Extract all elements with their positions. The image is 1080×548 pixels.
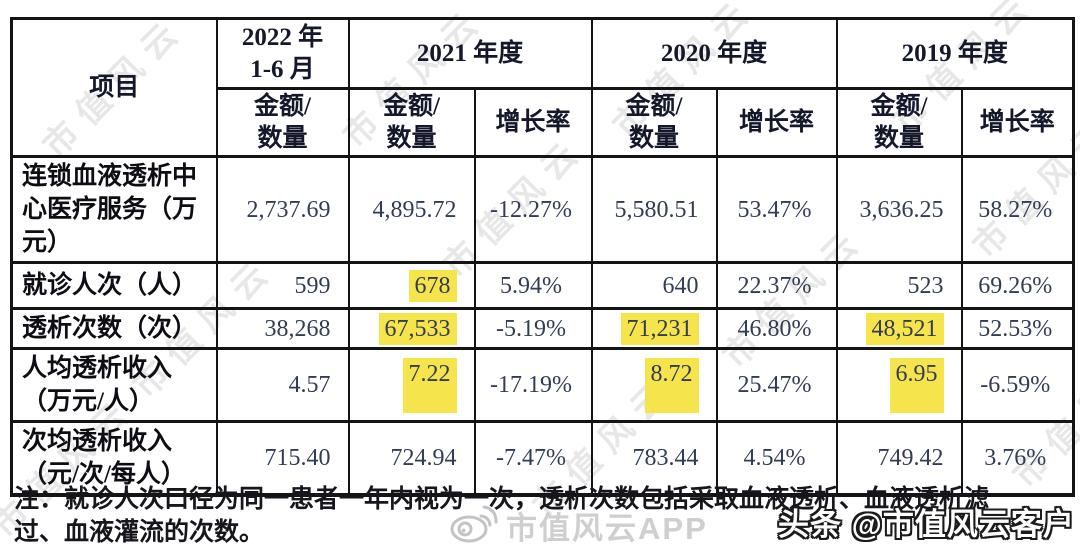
growth-cell: 3.76% xyxy=(960,420,1075,497)
highlighted-value: 71,231 xyxy=(620,312,699,345)
amount-cell: 749.42 xyxy=(835,420,963,497)
growth-cell: -5.19% xyxy=(473,307,593,350)
row-label: 透析次数（次） xyxy=(10,307,218,350)
growth-cell: 69.26% xyxy=(960,261,1075,310)
highlighted-value: 8.72 xyxy=(644,357,699,413)
growth-cell: 25.47% xyxy=(715,347,838,423)
period-line: 1-6 月 xyxy=(250,55,315,83)
growth-rate-header: 增长率 xyxy=(960,87,1075,158)
highlighted-value: 678 xyxy=(408,269,457,302)
amount-cell: 4,895.72 xyxy=(347,155,476,264)
row-label-line: 连锁血液透析中 xyxy=(22,163,198,190)
amount-cell: 8.72 xyxy=(590,347,718,423)
period-line: 2022 年 xyxy=(241,23,324,51)
amount-cell: 48,521 xyxy=(835,307,963,350)
amount-qty-header: 金额/ 数量 xyxy=(590,87,718,158)
weibo-eye-icon xyxy=(448,501,500,548)
amount-cell: 599 xyxy=(215,261,350,310)
table-row: 人均透析收入 （万元/人） 4.57 7.22 -17.19% 8.72 25.… xyxy=(10,347,1075,423)
amount-cell: 523 xyxy=(835,261,963,310)
growth-cell: 5.94% xyxy=(473,261,593,310)
footnote-line: 过、血液灌流的次数。 xyxy=(14,519,265,546)
growth-rate-header: 增长率 xyxy=(473,87,593,158)
row-label: 就诊人次（人） xyxy=(10,261,218,310)
period-header-2022: 2022 年 1-6 月 xyxy=(215,17,350,90)
item-column-header: 项目 xyxy=(10,17,218,158)
app-logo-text: 市值风云APP xyxy=(506,511,708,546)
footnote: 注：就诊人次口径为同一患者一年内视为一次，透析次数包括采取血液透析、血液透析滤 … xyxy=(14,483,1072,548)
footnote-line: 注：就诊人次口径为同一患者一年内视为一次，透析次数包括采取血液透析、血液透析滤 xyxy=(14,486,990,513)
growth-cell: 46.80% xyxy=(715,307,838,350)
amount-qty-line: 金额/ xyxy=(870,92,928,120)
row-label-line: 心医疗服务（万 xyxy=(22,196,198,223)
row-label-line: 元） xyxy=(22,229,73,256)
row-label-line: 透析次数（次） xyxy=(22,315,198,342)
growth-cell: 4.54% xyxy=(715,420,838,497)
amount-qty-line: 金额/ xyxy=(383,92,440,120)
amount-cell: 67,533 xyxy=(347,307,476,350)
row-label-line: 次均透析收入 xyxy=(22,428,173,455)
row-label: 连锁血液透析中 心医疗服务（万 元） xyxy=(10,155,218,264)
row-label: 人均透析收入 （万元/人） xyxy=(10,347,218,423)
financial-table: 项目 2022 年 1-6 月 2021 年度 2020 年度 2019 年度 … xyxy=(10,17,1076,497)
amount-cell: 71,231 xyxy=(590,307,718,350)
amount-cell: 7.22 xyxy=(347,347,476,423)
period-header-2020: 2020 年度 xyxy=(590,17,838,90)
amount-cell: 38,268 xyxy=(215,307,350,350)
highlighted-value: 7.22 xyxy=(402,357,457,413)
amount-qty-line: 金额/ xyxy=(625,92,683,120)
amount-qty-line: 数量 xyxy=(874,124,925,152)
amount-cell: 724.94 xyxy=(347,420,476,497)
amount-cell: 783.44 xyxy=(590,420,718,497)
table-row: 透析次数（次） 38,268 67,533 -5.19% 71,231 46.8… xyxy=(10,307,1075,350)
row-label-line: 就诊人次（人） xyxy=(22,272,198,299)
period-header-2021: 2021 年度 xyxy=(347,17,593,90)
growth-cell: 22.37% xyxy=(715,261,838,310)
growth-cell: -17.19% xyxy=(473,347,593,423)
table-row: 连锁血液透析中 心医疗服务（万 元） 2,737.69 4,895.72 -12… xyxy=(10,155,1075,264)
row-label: 次均透析收入 （元/次/每人） xyxy=(10,420,218,497)
amount-cell: 3,636.25 xyxy=(835,155,963,264)
amount-cell: 4.57 xyxy=(215,347,350,423)
amount-cell: 6.95 xyxy=(835,347,963,423)
table-row: 就诊人次（人） 599 678 5.94% 640 22.37% 523 69.… xyxy=(10,261,1075,310)
row-label-line: （元/次/每人） xyxy=(22,461,186,488)
app-logo: 市值风云APP xyxy=(448,501,708,548)
amount-cell: 678 xyxy=(347,261,476,310)
growth-rate-header: 增长率 xyxy=(715,87,838,158)
toutiao-badge: 头条 @市值风云客户端 xyxy=(778,507,1075,542)
growth-cell: -6.59% xyxy=(960,347,1075,423)
growth-cell: -12.27% xyxy=(473,155,593,264)
growth-cell: 53.47% xyxy=(715,155,838,264)
amount-qty-line: 金额/ xyxy=(254,92,311,120)
growth-cell: 52.53% xyxy=(960,307,1075,350)
table-row: 次均透析收入 （元/次/每人） 715.40 724.94 -7.47% 783… xyxy=(10,420,1075,497)
amount-cell: 715.40 xyxy=(215,420,350,497)
amount-qty-line: 数量 xyxy=(257,124,308,152)
row-label-line: （万元/人） xyxy=(22,388,154,415)
highlighted-value: 67,533 xyxy=(378,312,457,345)
amount-qty-header: 金额/ 数量 xyxy=(215,87,350,158)
period-header-2019: 2019 年度 xyxy=(835,17,1075,90)
growth-cell: 58.27% xyxy=(960,155,1075,264)
amount-qty-line: 数量 xyxy=(629,124,680,152)
amount-cell: 640 xyxy=(590,261,718,310)
row-label-line: 人均透析收入 xyxy=(22,355,173,382)
amount-cell: 5,580.51 xyxy=(590,155,718,264)
highlighted-value: 48,521 xyxy=(865,312,944,345)
amount-cell: 2,737.69 xyxy=(215,155,350,264)
growth-cell: -7.47% xyxy=(473,420,593,497)
highlighted-value: 6.95 xyxy=(889,357,944,413)
amount-qty-line: 数量 xyxy=(386,124,437,152)
amount-qty-header: 金额/ 数量 xyxy=(347,87,476,158)
amount-qty-header: 金额/ 数量 xyxy=(835,87,963,158)
